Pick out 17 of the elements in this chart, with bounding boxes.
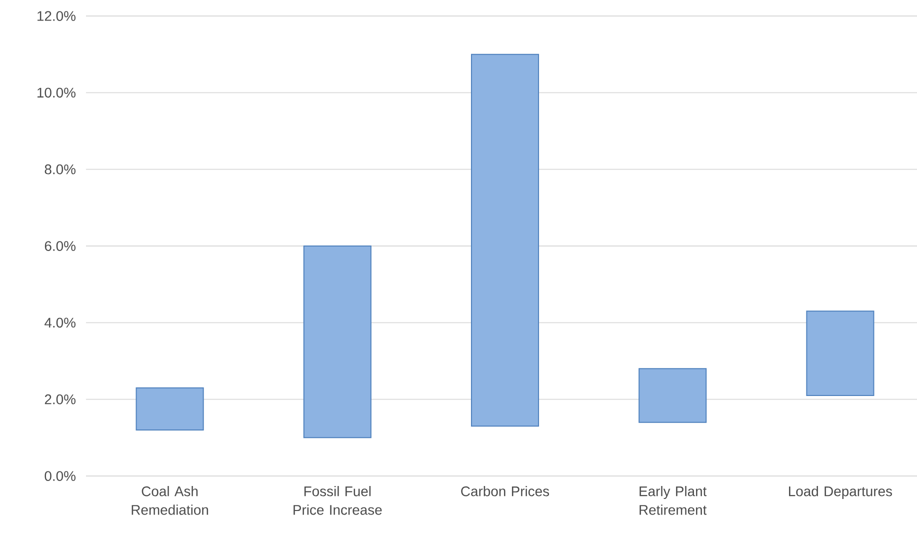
x-tick-label: Fossil Fuel Price Increase [294,486,382,515]
bar [136,387,204,430]
y-tick-label: 6.0% [44,241,76,251]
y-tick-label: 4.0% [44,318,76,328]
bar [303,246,372,438]
bar [806,310,874,396]
x-tick-label: Coal Ash Remediation [132,486,208,515]
y-tick-label: 2.0% [44,394,76,404]
bar [638,368,707,423]
y-tick-label: 0.0% [44,471,76,481]
bar [470,54,540,427]
y-tick-label: 8.0% [44,164,76,174]
y-tick-label: 12.0% [38,11,76,21]
x-tick-label: Carbon Prices [461,486,550,496]
x-tick-label: Load Departures [789,486,892,500]
y-tick-label: 10.0% [38,88,76,98]
x-tick-label: Early Plant Retirement [640,486,707,515]
